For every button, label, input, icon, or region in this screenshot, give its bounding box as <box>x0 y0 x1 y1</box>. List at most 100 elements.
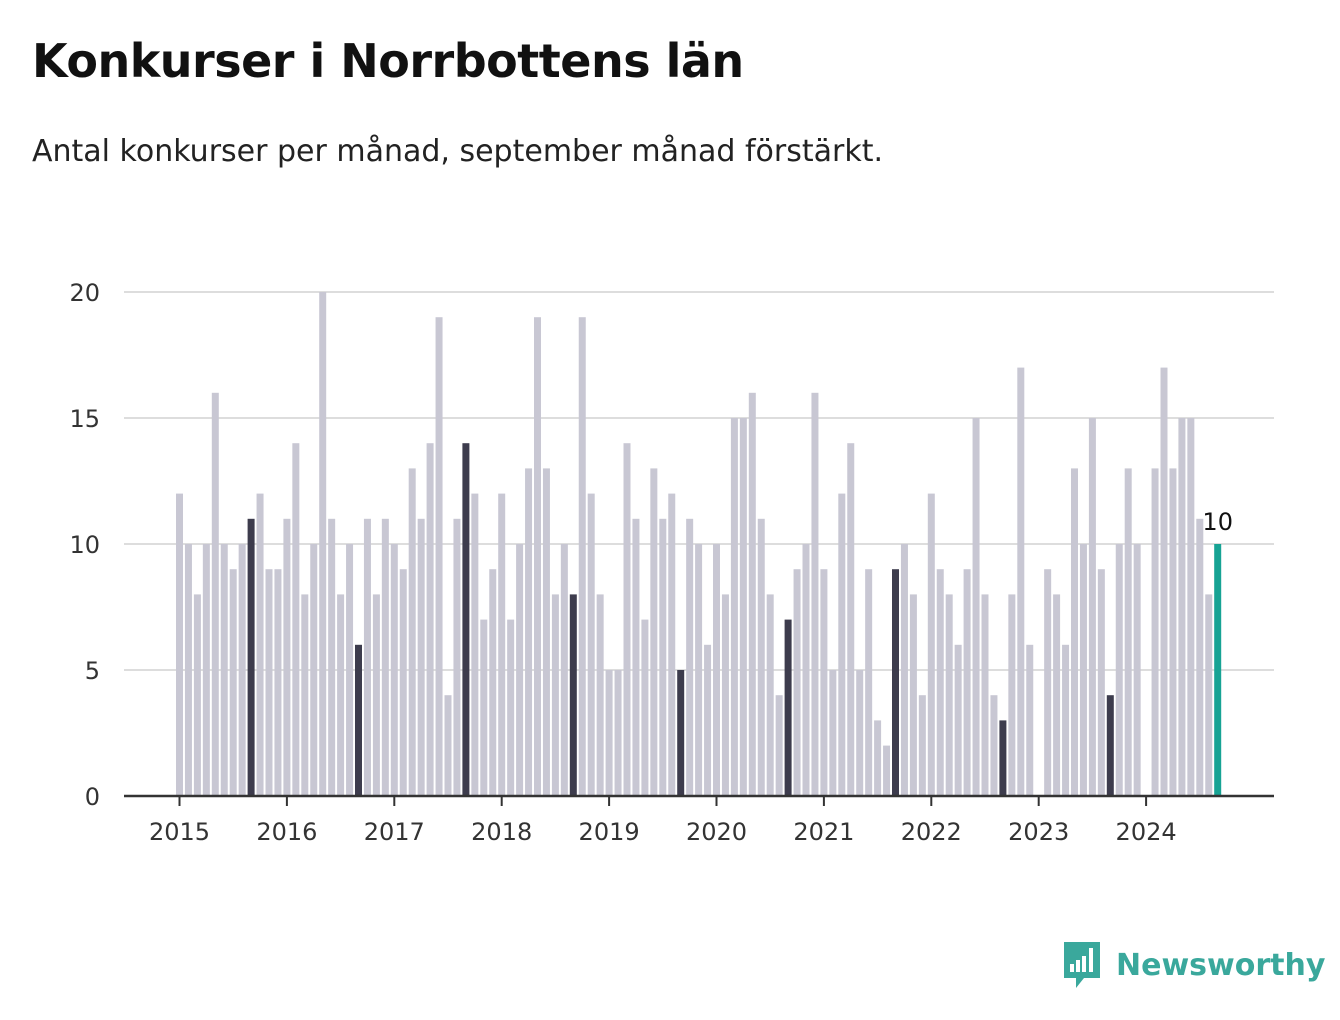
newsworthy-logo-icon <box>1064 942 1100 988</box>
y-tick-label: 0 <box>85 783 100 811</box>
bar <box>525 468 533 796</box>
bar <box>417 518 425 796</box>
bar <box>1044 569 1052 796</box>
brand-name: Newsworthy <box>1116 947 1326 983</box>
bar <box>793 569 801 796</box>
bar <box>954 644 962 796</box>
bar <box>632 518 640 796</box>
x-tick-label: 2020 <box>686 818 747 846</box>
bar <box>936 569 944 796</box>
bar <box>265 569 273 796</box>
bar <box>990 695 998 796</box>
bar <box>945 594 953 796</box>
bar <box>614 670 622 796</box>
bar <box>337 594 345 796</box>
bar-september <box>784 619 792 796</box>
bar <box>220 544 228 796</box>
bar-september <box>247 518 255 796</box>
bar <box>713 544 720 796</box>
bar <box>471 493 479 796</box>
bar <box>847 443 855 796</box>
bar-september <box>677 670 685 796</box>
bar <box>1071 468 1078 796</box>
bar-september <box>462 443 470 796</box>
bar <box>650 468 658 796</box>
bar-september <box>999 720 1007 796</box>
y-tick-label: 15 <box>69 405 100 433</box>
bar <box>489 569 497 796</box>
x-tick-label: 2024 <box>1116 818 1177 846</box>
bar <box>972 418 980 796</box>
x-tick-label: 2021 <box>793 818 854 846</box>
bar-september <box>1106 695 1114 796</box>
bar <box>587 493 595 796</box>
bar <box>274 569 282 796</box>
bar <box>865 569 873 796</box>
bar <box>202 544 210 796</box>
bar <box>1115 544 1123 796</box>
bar <box>578 317 586 796</box>
bar <box>730 418 738 796</box>
bar <box>874 720 882 796</box>
x-tick-label: 2015 <box>149 818 210 846</box>
bar <box>605 670 613 796</box>
x-tick-label: 2023 <box>1008 818 1069 846</box>
bar <box>721 594 729 796</box>
bar <box>1169 468 1177 796</box>
bar <box>757 518 765 796</box>
bar <box>229 569 237 796</box>
bar <box>1151 468 1159 796</box>
bar <box>498 493 506 796</box>
bar <box>883 745 891 796</box>
x-tick-label: 2022 <box>901 818 962 846</box>
bar <box>176 493 183 796</box>
bar <box>739 418 747 796</box>
bar <box>542 468 550 796</box>
bar <box>1097 569 1105 796</box>
bar <box>838 493 846 796</box>
bar <box>560 544 568 796</box>
bar <box>748 392 756 796</box>
chart-subtitle: Antal konkurser per månad, september mån… <box>32 134 884 169</box>
bar <box>1133 544 1141 796</box>
bar <box>435 317 443 796</box>
bar <box>390 544 398 796</box>
last-value-label: 10 <box>1202 508 1233 536</box>
bar <box>811 392 819 796</box>
bar <box>856 670 864 796</box>
y-tick-label: 20 <box>69 279 100 307</box>
bar-september <box>355 644 362 796</box>
bar <box>310 544 318 796</box>
bar <box>695 544 703 796</box>
bar <box>372 594 380 796</box>
bar <box>1088 418 1096 796</box>
bar-september <box>569 594 577 796</box>
bar <box>328 518 336 796</box>
bar <box>900 544 908 796</box>
bar <box>1017 367 1025 796</box>
bar <box>256 493 264 796</box>
bar <box>820 569 828 796</box>
bar <box>1008 594 1016 796</box>
bar <box>1053 594 1061 796</box>
x-tick-label: 2017 <box>364 818 425 846</box>
bar <box>534 317 541 796</box>
bar <box>292 443 300 796</box>
bar <box>918 695 926 796</box>
bar-current-month <box>1214 544 1222 796</box>
bar <box>686 518 694 796</box>
chart-title: Konkurser i Norrbottens län <box>32 34 744 88</box>
bar <box>453 518 461 796</box>
bar <box>659 518 667 796</box>
bar-september <box>892 569 899 796</box>
bar <box>381 518 389 796</box>
bar <box>238 544 246 796</box>
bar <box>301 594 309 796</box>
x-tick-label: 2019 <box>579 818 640 846</box>
bar <box>426 443 434 796</box>
bar-chart: 0 5 10 15 20 10 2015 2016 2017 2018 2019 2020 2021 20… <box>69 279 1274 846</box>
bar <box>963 569 971 796</box>
bar <box>480 619 488 796</box>
bar <box>1178 418 1186 796</box>
bar <box>1196 518 1204 796</box>
